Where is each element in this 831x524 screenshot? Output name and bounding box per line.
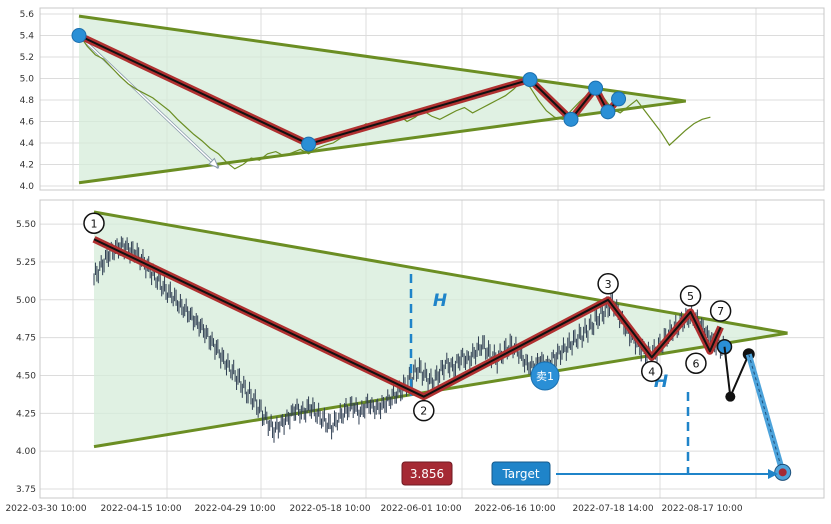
pattern-point-marker — [679, 285, 702, 307]
bottom-triangle-fill — [94, 212, 788, 447]
bottom-x-tick-label: 2022-06-16 10:00 — [474, 504, 555, 514]
bottom-pattern-inner — [93, 238, 722, 398]
annotations: 卖1 3.856 Target — [401, 361, 778, 486]
bottom-y-axis: 5.50 5.25 5.00 4.75 4.50 4.25 4.00 3.75 — [16, 220, 36, 495]
pattern-point-label: 4 — [648, 365, 655, 378]
top-y-tick-label: 5.4 — [20, 32, 35, 42]
bottom-y-tick-label: 4.25 — [16, 409, 36, 419]
top-pattern-node — [522, 72, 538, 88]
pattern-point-marker — [597, 273, 619, 295]
top-y-tick-label: 5.2 — [20, 53, 34, 63]
bottom-y-tick-label: 4.00 — [16, 447, 36, 457]
bottom-y-tick-label: 5.00 — [16, 296, 36, 306]
top-triangle-lower-line — [78, 99, 687, 185]
bottom-y-tick-label: 5.25 — [16, 258, 36, 268]
top-triangle — [78, 14, 687, 185]
top-pattern-node — [588, 80, 604, 96]
bottom-y-tick-label: 5.50 — [16, 220, 36, 230]
pattern-point-marker — [641, 360, 663, 383]
top-y-tick-label: 5.6 — [20, 10, 35, 20]
projection-low-node — [725, 391, 736, 402]
pattern-point-label: 1 — [91, 217, 98, 230]
top-pattern-node — [301, 136, 317, 152]
bottom-y-tick-label: 3.75 — [16, 485, 36, 495]
top-triangle-upper-line — [78, 14, 687, 103]
projection-target-line-core — [748, 354, 784, 473]
bottom-triangle-upper-line — [93, 210, 788, 335]
top-y-tick-label: 4.0 — [20, 182, 35, 192]
sell-signal-marker — [530, 361, 560, 391]
pattern-point-label: 7 — [717, 305, 724, 318]
top-pattern-node — [71, 28, 87, 43]
top-pattern — [71, 28, 627, 152]
top-y-tick-label: 4.6 — [20, 118, 35, 128]
bottom-x-tick-label: 2022-08-17 10:00 — [661, 504, 742, 514]
target-value-box — [401, 461, 453, 486]
top-arrow-head — [208, 157, 220, 169]
bottom-x-tick-label: 2022-07-18 14:00 — [572, 504, 653, 514]
pattern-point-label: 6 — [692, 357, 699, 370]
bottom-panel: 5.50 5.25 5.00 4.75 4.50 4.25 4.00 3.75 2022-03… — [5, 199, 825, 514]
bottom-price-bars — [93, 236, 727, 443]
projection — [716, 338, 792, 481]
top-panel: 5.6 5.4 5.2 5.0 4.8 4.6 4.4 4.2 4.0 — [20, 7, 825, 192]
sell-signal-label: 卖1 — [536, 370, 554, 383]
bottom-pattern: 1 2 3 4 5 6 7 — [83, 212, 732, 422]
top-arrow-shaft — [78, 34, 219, 169]
target-box — [491, 461, 551, 486]
top-pattern-node — [611, 91, 627, 107]
pattern-point-marker — [709, 300, 732, 322]
pattern-point-marker — [413, 399, 435, 422]
target-node-inner — [778, 468, 787, 477]
pattern-point-label: 3 — [605, 278, 612, 291]
bottom-x-tick-label: 2022-04-29 10:00 — [194, 504, 275, 514]
top-y-tick-label: 4.8 — [20, 96, 35, 106]
top-panel-frame — [39, 7, 825, 191]
top-pattern-node — [563, 111, 579, 127]
height-marker-label-left: H — [433, 291, 447, 311]
pattern-point-marker — [685, 352, 707, 375]
target-label: Target — [501, 467, 539, 481]
bottom-x-tick-label: 2022-05-18 10:00 — [289, 504, 370, 514]
top-y-tick-label: 5.0 — [20, 75, 35, 85]
top-y-axis: 5.6 5.4 5.2 5.0 4.8 4.6 4.4 4.2 4.0 — [20, 10, 35, 192]
bottom-x-axis: 2022-03-30 10:00 2022-04-15 10:00 2022-04-… — [5, 504, 742, 514]
target-arrow-head — [768, 469, 778, 479]
top-y-tick-label: 4.2 — [20, 161, 34, 171]
bottom-x-tick-label: 2022-03-30 10:00 — [5, 504, 86, 514]
top-arrow — [77, 34, 220, 169]
target-value-label: 3.856 — [410, 467, 444, 481]
top-y-tick-label: 4.4 — [20, 139, 35, 149]
bottom-y-tick-label: 4.50 — [16, 371, 36, 381]
bottom-y-tick-label: 4.75 — [16, 334, 36, 344]
pattern-point-label: 2 — [420, 405, 427, 418]
pattern-point-label: 5 — [687, 290, 694, 303]
bottom-panel-frame — [39, 199, 825, 499]
top-triangle-fill — [79, 16, 686, 183]
bottom-x-tick-label: 2022-06-01 10:00 — [380, 504, 461, 514]
pattern-point-marker — [83, 212, 105, 235]
top-pattern-node — [600, 104, 616, 120]
bottom-x-tick-label: 2022-04-15 10:00 — [100, 504, 181, 514]
